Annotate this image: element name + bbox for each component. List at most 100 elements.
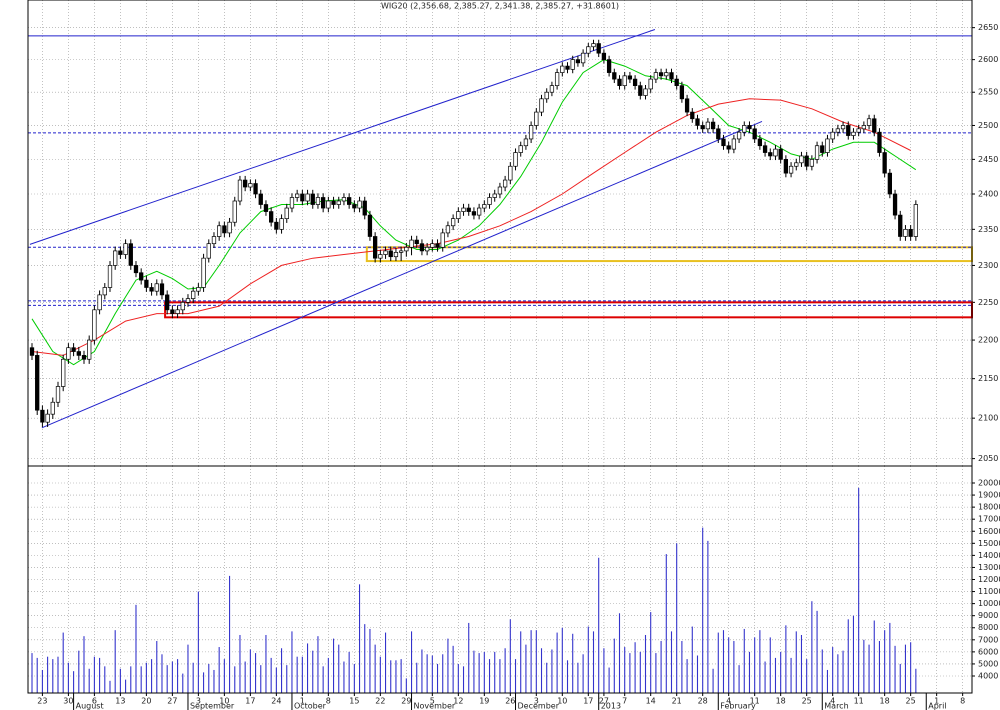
candle-body <box>45 413 50 423</box>
candle-body <box>113 250 118 266</box>
x-tick-label: 22 <box>375 697 385 706</box>
x-tick-label: 5 <box>430 697 435 706</box>
x-tick-label: 12 <box>453 697 463 706</box>
candle-body <box>393 252 399 258</box>
candle-body <box>820 145 825 153</box>
candle-body <box>289 197 295 209</box>
x-tick-label: 3 <box>534 697 539 706</box>
y-tick-label: 2250 <box>978 298 998 307</box>
candle-body <box>679 85 685 100</box>
candle-body <box>508 165 513 181</box>
candle-body <box>710 121 716 130</box>
month-label: February <box>720 702 756 710</box>
candle-body <box>180 301 185 311</box>
candle-body <box>71 347 76 352</box>
month-label: April <box>928 702 946 710</box>
candle-body <box>97 294 102 311</box>
candle-body <box>799 155 804 164</box>
candle-body <box>102 287 107 296</box>
candle-body <box>825 138 830 153</box>
candle-body <box>752 128 757 140</box>
candle-body <box>903 228 908 237</box>
candle-body <box>217 225 222 237</box>
candle-body <box>721 138 726 147</box>
month-label: 2013 <box>601 702 621 710</box>
candle-body <box>196 287 201 292</box>
candle-body <box>357 200 362 209</box>
y-tick-label: 14000 <box>978 551 1000 560</box>
x-tick-label: 25 <box>802 697 812 706</box>
candle-body <box>133 265 139 274</box>
month-label: September <box>190 702 235 710</box>
candle-body <box>565 65 570 70</box>
x-tick-label: 13 <box>115 697 125 706</box>
x-tick-label: 11 <box>750 697 760 706</box>
candle-body <box>747 125 752 130</box>
candle-body <box>575 59 581 64</box>
candle-body <box>87 339 92 360</box>
candle-body <box>814 145 820 160</box>
month-label: March <box>824 702 848 710</box>
candle-body <box>622 75 627 86</box>
candle-body <box>887 172 893 195</box>
moving-average <box>31 59 917 366</box>
month-label: November <box>414 702 456 710</box>
candle-body <box>139 272 144 281</box>
candle-body <box>877 131 882 153</box>
candle-body <box>170 309 175 314</box>
candle-body <box>736 131 742 140</box>
candle-body <box>580 52 586 64</box>
candle-body <box>29 347 35 356</box>
x-tick-label: 28 <box>698 697 708 706</box>
trend-line <box>41 120 763 429</box>
candle-body <box>830 131 835 140</box>
candle-body <box>804 155 809 167</box>
candle-body <box>866 118 872 126</box>
candle-body <box>757 138 763 147</box>
candle-body <box>388 250 393 258</box>
candle-body <box>35 355 40 411</box>
candle-body <box>471 211 477 216</box>
candle-body <box>123 243 128 255</box>
candle-body <box>700 125 705 130</box>
candle-body <box>279 218 284 230</box>
candle-body <box>466 207 471 212</box>
x-tick-label: 3 <box>196 697 201 706</box>
y-tick-label: 8000 <box>978 623 998 632</box>
candle-body <box>476 207 482 216</box>
candle-body <box>149 287 154 292</box>
x-tick-label: 18 <box>880 697 890 706</box>
volume-panel-frame <box>27 465 973 694</box>
candle-body <box>638 85 643 96</box>
candle-body <box>185 298 191 303</box>
candle-body <box>227 221 232 234</box>
candle-body <box>497 186 503 195</box>
y-tick-label: 19000 <box>978 491 1000 500</box>
candle-body <box>731 138 737 150</box>
candle-body <box>788 165 794 174</box>
candle-body <box>326 200 331 209</box>
x-tick-label: 24 <box>271 697 281 706</box>
candle-body <box>773 148 778 157</box>
candle-body <box>50 401 55 415</box>
y-tick-label: 7000 <box>978 635 998 644</box>
y-tick-label: 9000 <box>978 611 998 620</box>
x-tick-label: 4 <box>726 697 731 706</box>
y-tick-label: 2650 <box>978 23 998 32</box>
y-tick-label: 20000 <box>978 479 1000 488</box>
candle-body <box>315 197 321 205</box>
candle-body <box>165 294 170 311</box>
candle-body <box>404 246 409 252</box>
candle-body <box>695 118 700 126</box>
candle-body <box>440 232 445 248</box>
x-tick-label: 10 <box>557 697 567 706</box>
x-tick-label: 27 <box>167 697 177 706</box>
candle-body <box>310 193 315 205</box>
candle-body <box>783 159 789 174</box>
candle-body <box>617 78 622 86</box>
candle-body <box>92 309 97 341</box>
candle-body <box>487 197 492 205</box>
candle-body <box>601 52 607 60</box>
candle-body <box>716 128 721 140</box>
candle-body <box>414 239 419 245</box>
